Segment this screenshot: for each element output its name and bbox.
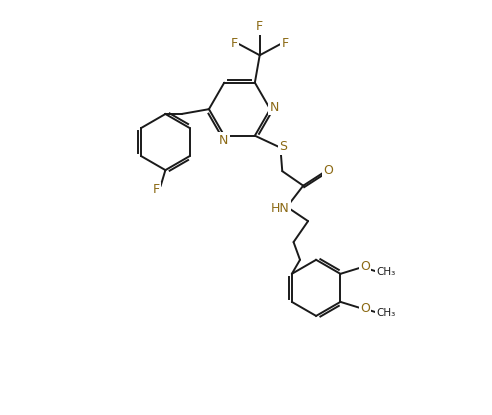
Text: F: F [153,183,160,196]
Text: N: N [270,101,279,114]
Text: S: S [279,140,287,154]
Text: F: F [281,37,288,51]
Text: HN: HN [271,202,289,215]
Text: CH₃: CH₃ [376,308,395,318]
Text: N: N [219,134,228,147]
Text: F: F [231,37,238,51]
Text: F: F [256,20,263,33]
Text: O: O [323,164,333,177]
Text: O: O [360,260,370,273]
Text: O: O [360,303,370,315]
Text: CH₃: CH₃ [376,267,395,277]
